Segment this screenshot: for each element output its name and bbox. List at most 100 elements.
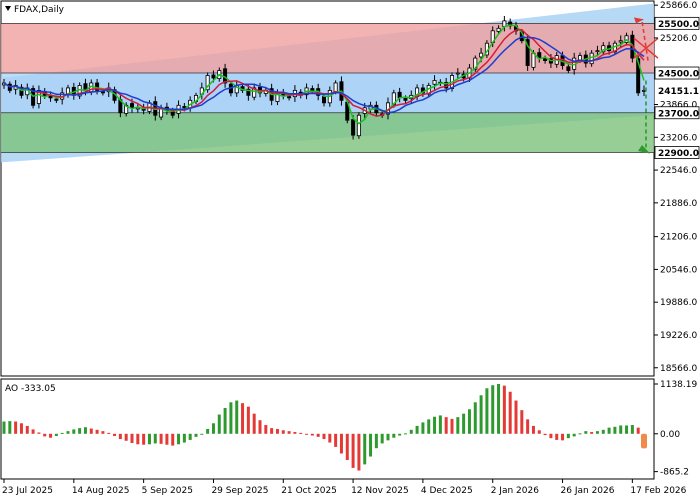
date-tick-label: 23 Jul 2025 (2, 486, 53, 496)
triangle-down-icon[interactable] (5, 6, 11, 11)
symbol-header[interactable]: FDAX,Daily (5, 5, 65, 15)
ao-bar (357, 433, 361, 471)
candle-bull (333, 82, 338, 92)
price-label: 24151.1 (658, 87, 699, 97)
ao-bar (491, 385, 495, 434)
candle-bull (356, 114, 361, 137)
ao-bar (171, 433, 175, 446)
ao-indicator-label: AO -333.05 (5, 384, 56, 394)
ao-tick-label: -865.2 (660, 468, 689, 478)
price-tick-label: 20546.0 (660, 265, 697, 275)
ao-bar (136, 433, 140, 445)
price-tick-label: 25206.0 (660, 34, 697, 44)
ao-bar (543, 433, 547, 436)
price-label-box (654, 106, 700, 120)
price-label-box (654, 83, 700, 97)
ao-bar (555, 433, 559, 440)
ao-bar (316, 433, 320, 437)
ao-bar (182, 433, 186, 443)
ao-bar (177, 433, 181, 445)
ao-bar (200, 433, 204, 435)
ao-bar (8, 421, 12, 434)
ao-bar (473, 402, 477, 434)
ao-bar (142, 433, 146, 445)
ao-bar (520, 410, 524, 434)
zone-support (1, 112, 654, 153)
price-tick-label: 18566.0 (660, 364, 697, 374)
ao-bar (188, 433, 192, 440)
date-tick-label: 26 Jan 2026 (561, 486, 615, 496)
ao-bar (83, 427, 87, 434)
ao-bar (101, 431, 105, 434)
price-tick-label: 22546.0 (660, 166, 697, 176)
ao-bar (153, 433, 157, 444)
candle-bear (403, 98, 408, 101)
ao-bar (345, 433, 349, 461)
ao-bar (165, 433, 169, 445)
candle-bull (432, 80, 437, 85)
ao-bar (421, 422, 425, 434)
ao-bar (72, 429, 76, 434)
candle-bull (252, 87, 257, 98)
ao-bar (66, 431, 70, 434)
candle-bear (636, 58, 641, 94)
zone-middle (1, 73, 654, 113)
ao-bar (252, 413, 256, 434)
ao-bar (427, 419, 431, 434)
ao-bar (630, 425, 634, 434)
ao-bar (281, 430, 285, 434)
price-tick-label: 21886.0 (660, 199, 697, 209)
ma-fast-line (3, 24, 645, 125)
price-label-box (654, 16, 700, 30)
ao-bar (625, 425, 629, 434)
ao-bar (54, 433, 58, 436)
ao-bar (229, 402, 233, 434)
ao-bar (403, 433, 407, 435)
ao-bar (374, 433, 378, 449)
ao-bar (607, 427, 611, 434)
candle-bull (473, 57, 478, 70)
ao-bar (537, 430, 541, 434)
ao-bar (217, 414, 221, 434)
price-label: 25500.0 (658, 20, 699, 30)
ao-bar (258, 420, 262, 434)
ao-bar (415, 425, 419, 434)
ao-layer (2, 384, 647, 471)
candle-bear (211, 74, 216, 79)
ao-bar (211, 423, 215, 434)
date-tick-label: 29 Sep 2025 (211, 486, 268, 496)
ao-bar (322, 433, 326, 440)
zone-layer (1, 22, 654, 153)
date-tick-label: 5 Sep 2025 (142, 486, 193, 496)
price-label: 24500.0 (658, 70, 699, 80)
date-tick-label: 2 Jan 2026 (491, 486, 539, 496)
candle-bull (601, 45, 606, 53)
ao-bar (31, 429, 35, 434)
ao-bar (14, 421, 18, 434)
ao-bar (502, 385, 506, 434)
ao-bar (241, 403, 245, 434)
ao-bar (497, 384, 501, 434)
ao-bar (561, 433, 565, 441)
ao-bar (328, 433, 332, 443)
candle-bear (223, 68, 228, 84)
axis-layer: 25866.025206.024546.023866.023206.022546… (2, 1, 700, 496)
date-tick-label: 14 Aug 2025 (72, 486, 130, 496)
ao-bar (409, 429, 413, 434)
date-tick-label: 21 Oct 2025 (281, 486, 337, 496)
ao-bar (595, 431, 599, 434)
candle-bear (129, 103, 134, 109)
ao-bar (433, 416, 437, 434)
ao-bar (78, 428, 82, 434)
price-label: 22900.0 (658, 149, 699, 159)
date-tick-label: 4 Dec 2025 (421, 486, 473, 496)
price-label-box (654, 146, 700, 159)
ao-bar (508, 391, 512, 434)
ao-bar (107, 432, 111, 434)
ao-bar (444, 417, 448, 434)
candle-bull (618, 40, 623, 43)
price-tick-label: 23866.0 (660, 101, 697, 111)
ao-bar (124, 433, 128, 441)
ao-bar (462, 413, 466, 434)
ao-bar (334, 433, 338, 447)
